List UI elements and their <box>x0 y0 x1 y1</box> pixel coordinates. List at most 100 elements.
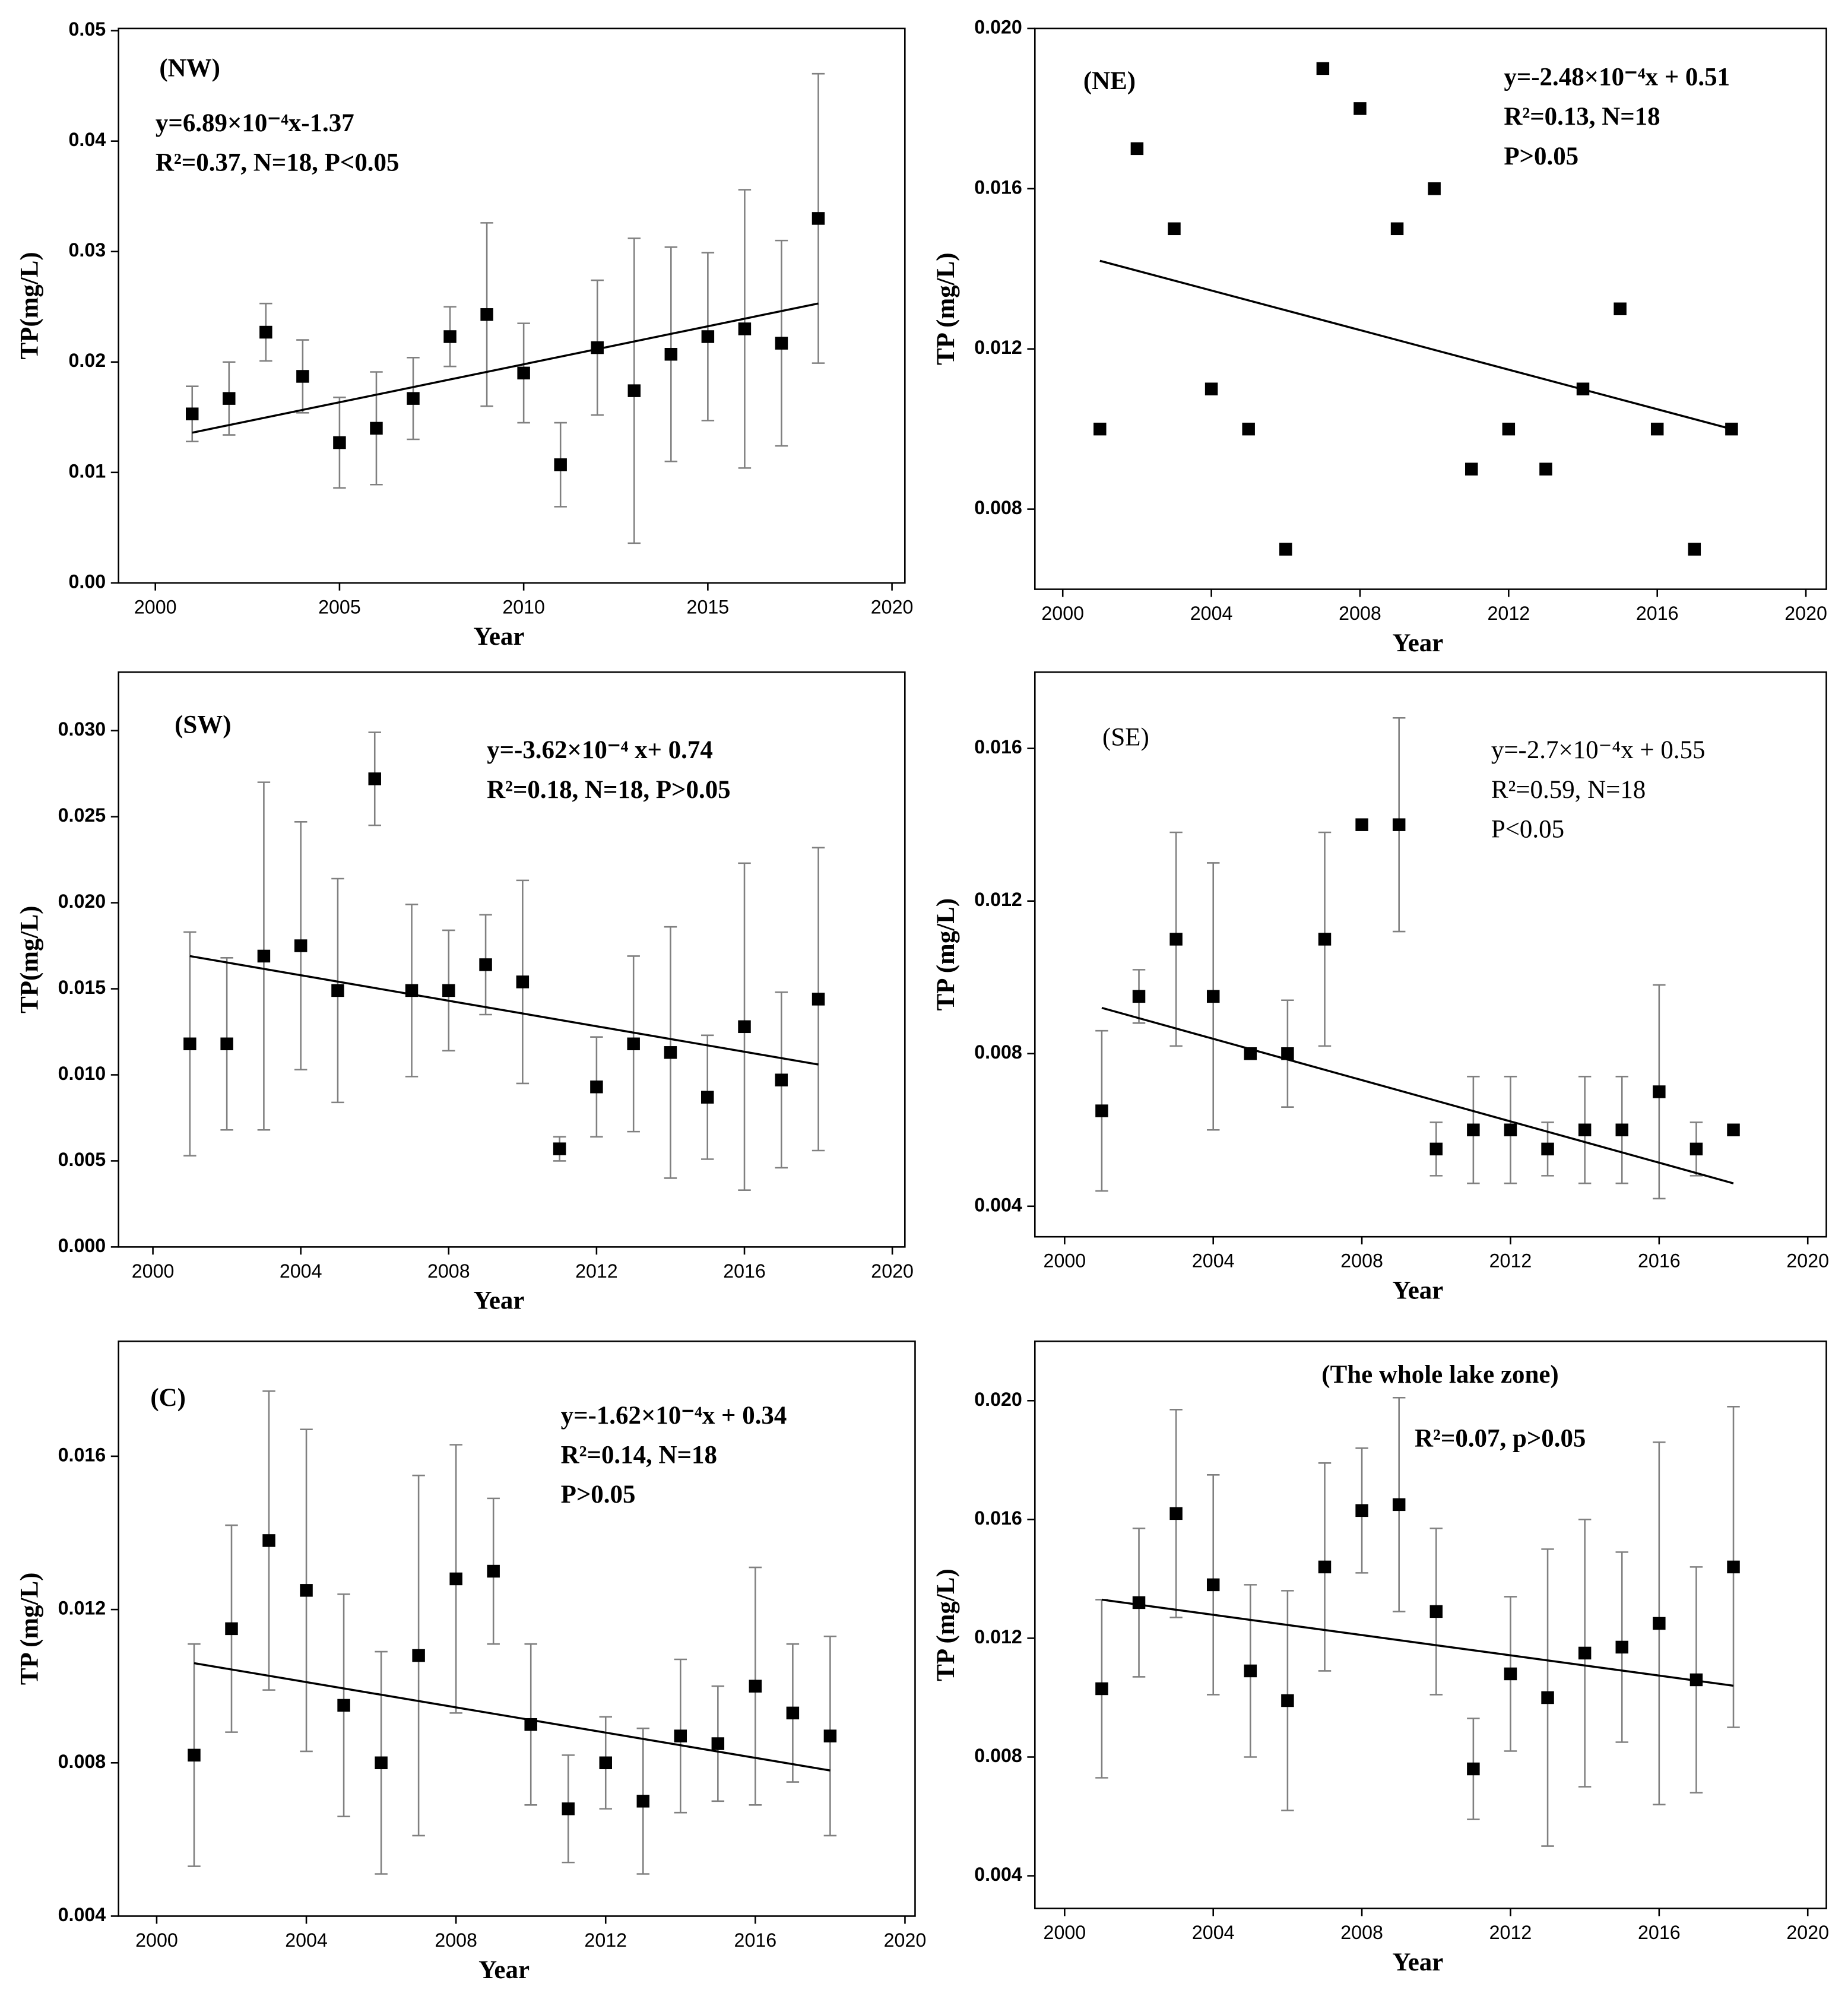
data-point <box>1428 182 1441 195</box>
y-tick-label: 0.008 <box>974 1745 1022 1766</box>
data-point <box>1615 1123 1628 1136</box>
x-tick-label: 2008 <box>427 1260 470 1282</box>
plot-frame <box>118 27 906 584</box>
panel: 0.008 0.012 0.016 0.020 2000 2004 2008 2012 2016… <box>932 16 1827 657</box>
x-tick-label: 2020 <box>871 1260 914 1282</box>
y-tick-label: 0.010 <box>58 1063 106 1084</box>
data-point <box>1653 1617 1666 1630</box>
data-point <box>259 325 272 339</box>
data-point <box>412 1649 425 1662</box>
trend-line <box>1099 259 1732 430</box>
data-point <box>262 1534 275 1547</box>
data-point <box>1355 1504 1368 1517</box>
data-point <box>294 939 308 952</box>
data-point <box>1244 1047 1257 1060</box>
y-tick-label: 0.05 <box>69 18 106 40</box>
panel: 0.004 0.008 0.012 0.016 2000 2004 2008 2012 2016… <box>16 1340 927 1984</box>
data-point <box>812 993 825 1006</box>
data-point <box>823 1729 837 1742</box>
data-point <box>711 1737 725 1750</box>
annotation: y=-2.48×10⁻⁴x + 0.51 <box>1504 64 1730 91</box>
data-point <box>1615 1640 1628 1654</box>
data-point <box>296 370 309 383</box>
plot-frame <box>118 1340 916 1917</box>
data-point <box>1093 422 1107 436</box>
x-tick-label: 2000 <box>1041 603 1084 624</box>
data-point <box>1578 1646 1592 1660</box>
x-tick-label: 2012 <box>1489 1922 1532 1943</box>
data-point <box>1650 422 1664 436</box>
data-point <box>442 984 455 997</box>
x-tick-label: 2000 <box>132 1260 175 1282</box>
y-tick-label: 0.004 <box>58 1904 106 1925</box>
data-point <box>1502 422 1516 436</box>
annotation: R²=0.18, N=18, P>0.05 <box>487 776 731 804</box>
y-tick-label: 0.04 <box>69 129 106 150</box>
data-point <box>1130 142 1144 156</box>
y-tick-label: 0.008 <box>974 497 1022 518</box>
panel: 0.000 0.005 0.010 0.015 0.020 0.025 0.030 2000 2… <box>16 671 914 1315</box>
y-axis-label: TP (mg/L) <box>932 252 960 365</box>
x-tick-label: 2008 <box>1340 1250 1383 1272</box>
panel-label: (C) <box>150 1384 186 1412</box>
x-tick-label: 2000 <box>1044 1250 1086 1272</box>
x-tick-label: 2012 <box>1488 603 1530 624</box>
y-axis-label: TP (mg/L) <box>16 1573 44 1685</box>
panel-label: (SW) <box>175 711 231 739</box>
data-point <box>1244 1664 1257 1678</box>
annotation: R²=0.37, N=18, P<0.05 <box>156 149 400 177</box>
data-point <box>1392 1498 1406 1512</box>
data-point <box>1169 933 1183 946</box>
data-point <box>553 1142 566 1155</box>
y-tick-label: 0.015 <box>58 977 106 998</box>
y-tick-label: 0.008 <box>974 1041 1022 1063</box>
data-point <box>674 1729 687 1742</box>
data-point <box>407 392 420 405</box>
panel-label: (SE) <box>1102 724 1149 752</box>
y-tick-label: 0.020 <box>974 1389 1022 1410</box>
data-point <box>1689 1142 1703 1156</box>
y-tick-label: 0.016 <box>974 736 1022 758</box>
data-point <box>1132 990 1146 1003</box>
x-tick-label: 2004 <box>1190 603 1233 624</box>
x-tick-label: 2010 <box>502 596 545 617</box>
data-point <box>590 1081 603 1094</box>
data-point <box>1316 62 1330 75</box>
y-tick-label: 0.000 <box>58 1235 106 1256</box>
y-tick-label: 0.00 <box>69 571 106 592</box>
panel-label: (NW) <box>159 55 220 83</box>
annotation: R²=0.14, N=18 <box>561 1441 717 1469</box>
data-point <box>1355 818 1368 831</box>
y-axis-label: TP(mg/L) <box>16 906 44 1013</box>
data-point <box>812 212 825 225</box>
data-point <box>443 330 457 343</box>
trend-line <box>194 1662 831 1772</box>
y-tick-label: 0.03 <box>69 239 106 261</box>
x-axis-label: Year <box>474 1287 525 1315</box>
data-point <box>1095 1104 1108 1117</box>
x-axis-label: Year <box>1393 629 1444 657</box>
data-point <box>1169 1507 1183 1520</box>
data-point <box>1132 1596 1146 1609</box>
x-tick-label: 2020 <box>884 1929 927 1951</box>
data-point <box>1429 1605 1443 1618</box>
annotation: P>0.05 <box>561 1481 636 1509</box>
trend-line <box>189 955 819 1066</box>
data-point <box>554 458 567 471</box>
data-point <box>1318 933 1332 946</box>
data-point <box>775 337 788 350</box>
data-point <box>1095 1682 1108 1696</box>
data-point <box>1578 1123 1592 1136</box>
data-point <box>337 1699 350 1712</box>
trend-line <box>1101 1598 1734 1687</box>
y-tick-label: 0.025 <box>58 804 106 826</box>
y-tick-label: 0.030 <box>58 718 106 740</box>
data-point <box>701 330 715 343</box>
data-point <box>1541 1142 1554 1156</box>
x-tick-label: 2008 <box>435 1929 477 1951</box>
plot-frame <box>118 671 906 1248</box>
data-point <box>636 1795 650 1808</box>
data-point <box>749 1680 762 1693</box>
